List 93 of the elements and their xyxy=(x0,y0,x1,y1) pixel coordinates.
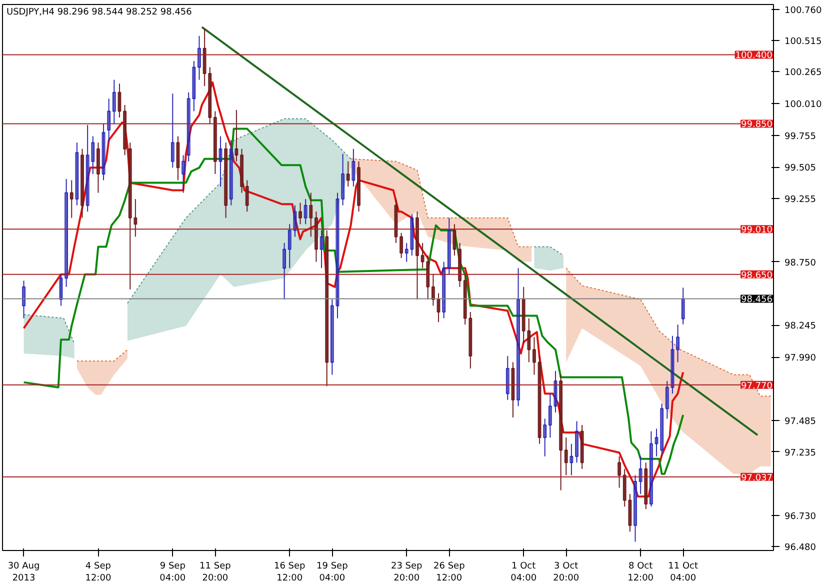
y-tick-label: 100.515 xyxy=(784,36,822,47)
x-tick-label: 23 Sep 20:00 xyxy=(390,562,423,584)
candlestick xyxy=(432,274,435,306)
x-tick-label: 8 Oct 12:00 xyxy=(628,562,654,584)
line-series xyxy=(22,128,684,475)
candlestick xyxy=(447,217,451,275)
candlestick xyxy=(570,443,574,476)
x-tick-label: 19 Sep 04:00 xyxy=(316,562,348,584)
y-tick-label: 96.730 xyxy=(784,512,816,522)
candlestick xyxy=(293,204,297,238)
candlestick xyxy=(650,430,653,508)
x-tick-label: 1 Oct 04:00 xyxy=(510,562,537,584)
candlestick xyxy=(665,380,669,420)
candlestick xyxy=(112,79,116,124)
candlestick xyxy=(548,393,552,438)
candlestick xyxy=(634,474,637,542)
x-tick-label: 26 Sep 12:00 xyxy=(434,562,466,584)
candlestick xyxy=(218,136,222,187)
candlestick xyxy=(282,242,286,300)
ref-line-label: 98.456 xyxy=(741,295,773,306)
x-tick-label: 9 Sep 04:00 xyxy=(160,562,186,584)
candlestick xyxy=(198,35,201,80)
candlestick xyxy=(575,420,578,464)
candlestick xyxy=(309,192,313,238)
x-tick-label: 30 Aug 2013 xyxy=(8,562,40,584)
x-tick-label: 16 Sep 12:00 xyxy=(274,562,306,584)
candlestick xyxy=(182,154,185,194)
x-tick-label: 4 Sep 12:00 xyxy=(85,562,112,584)
candlestick xyxy=(516,268,520,407)
y-tick-label: 96.480 xyxy=(784,543,816,554)
candlestick xyxy=(400,232,403,259)
y-tick-label: 100.010 xyxy=(784,100,822,110)
candlestick xyxy=(102,123,106,181)
candlestick xyxy=(59,274,63,306)
y-tick-label: 99.255 xyxy=(784,194,816,205)
ref-line-label: 98.650 xyxy=(741,270,773,281)
candlestick xyxy=(676,324,680,363)
y-tick-label: 100.760 xyxy=(784,6,822,16)
x-tick-label: 3 Oct 20:00 xyxy=(553,562,580,584)
candlestick xyxy=(304,198,308,225)
ref-line-label: 99.850 xyxy=(741,120,773,130)
y-tick-label: 97.235 xyxy=(784,448,816,458)
candlestick xyxy=(70,180,74,218)
candlestick xyxy=(320,230,324,269)
y-tick-label: 98.245 xyxy=(784,322,816,332)
y-tick-label: 100.265 xyxy=(784,68,822,78)
candlestick xyxy=(527,318,531,363)
ref-line-label: 97.770 xyxy=(741,381,773,392)
candlestick xyxy=(229,140,233,206)
line-series xyxy=(126,118,352,304)
candlestick xyxy=(532,336,536,376)
candlestick xyxy=(107,98,111,144)
candlestick xyxy=(245,180,249,212)
candlestick xyxy=(564,437,568,476)
ref-line-label: 100.400 xyxy=(735,51,773,62)
candlestick xyxy=(346,160,350,187)
y-tick-label: 97.485 xyxy=(784,417,816,428)
candlestick xyxy=(64,178,68,288)
candlestick xyxy=(186,92,190,162)
candlestick xyxy=(341,153,344,206)
candlestick xyxy=(436,292,440,323)
y-tick-label: 98.750 xyxy=(784,258,816,268)
candlestick xyxy=(134,198,138,238)
candlestick xyxy=(22,280,26,319)
chart-title: USDJPY,H4 98.296 98.544 98.252 98.456 xyxy=(6,8,192,18)
candlestick xyxy=(192,60,196,112)
candlestick xyxy=(543,418,547,457)
x-tick-label: 11 Sep 20:00 xyxy=(200,562,232,584)
ref-line-label: 97.037 xyxy=(741,473,773,484)
candlestick xyxy=(654,428,658,457)
candlestick xyxy=(660,403,664,457)
candlestick xyxy=(298,202,302,225)
y-tick-label: 99.755 xyxy=(784,132,816,142)
candlestick xyxy=(506,355,510,400)
line-series xyxy=(22,81,684,498)
ref-line-label: 99.010 xyxy=(741,226,773,236)
candlestick xyxy=(170,93,174,168)
line-series xyxy=(566,268,772,397)
candlestick xyxy=(618,456,621,488)
candlestick xyxy=(554,370,558,413)
candlestick xyxy=(330,298,334,376)
candlestick xyxy=(288,224,292,269)
y-tick-label: 99.505 xyxy=(784,164,816,174)
candlestick xyxy=(452,224,456,256)
y-tick-label: 97.990 xyxy=(784,354,816,364)
candlestick xyxy=(352,148,356,187)
candlestick xyxy=(336,192,340,319)
candlestick xyxy=(75,142,79,206)
candlestick xyxy=(681,287,685,325)
candlestick xyxy=(442,261,446,319)
candlestick xyxy=(670,335,674,394)
x-tick-label: 11 Oct 04:00 xyxy=(668,562,699,584)
candlestick xyxy=(638,456,642,495)
